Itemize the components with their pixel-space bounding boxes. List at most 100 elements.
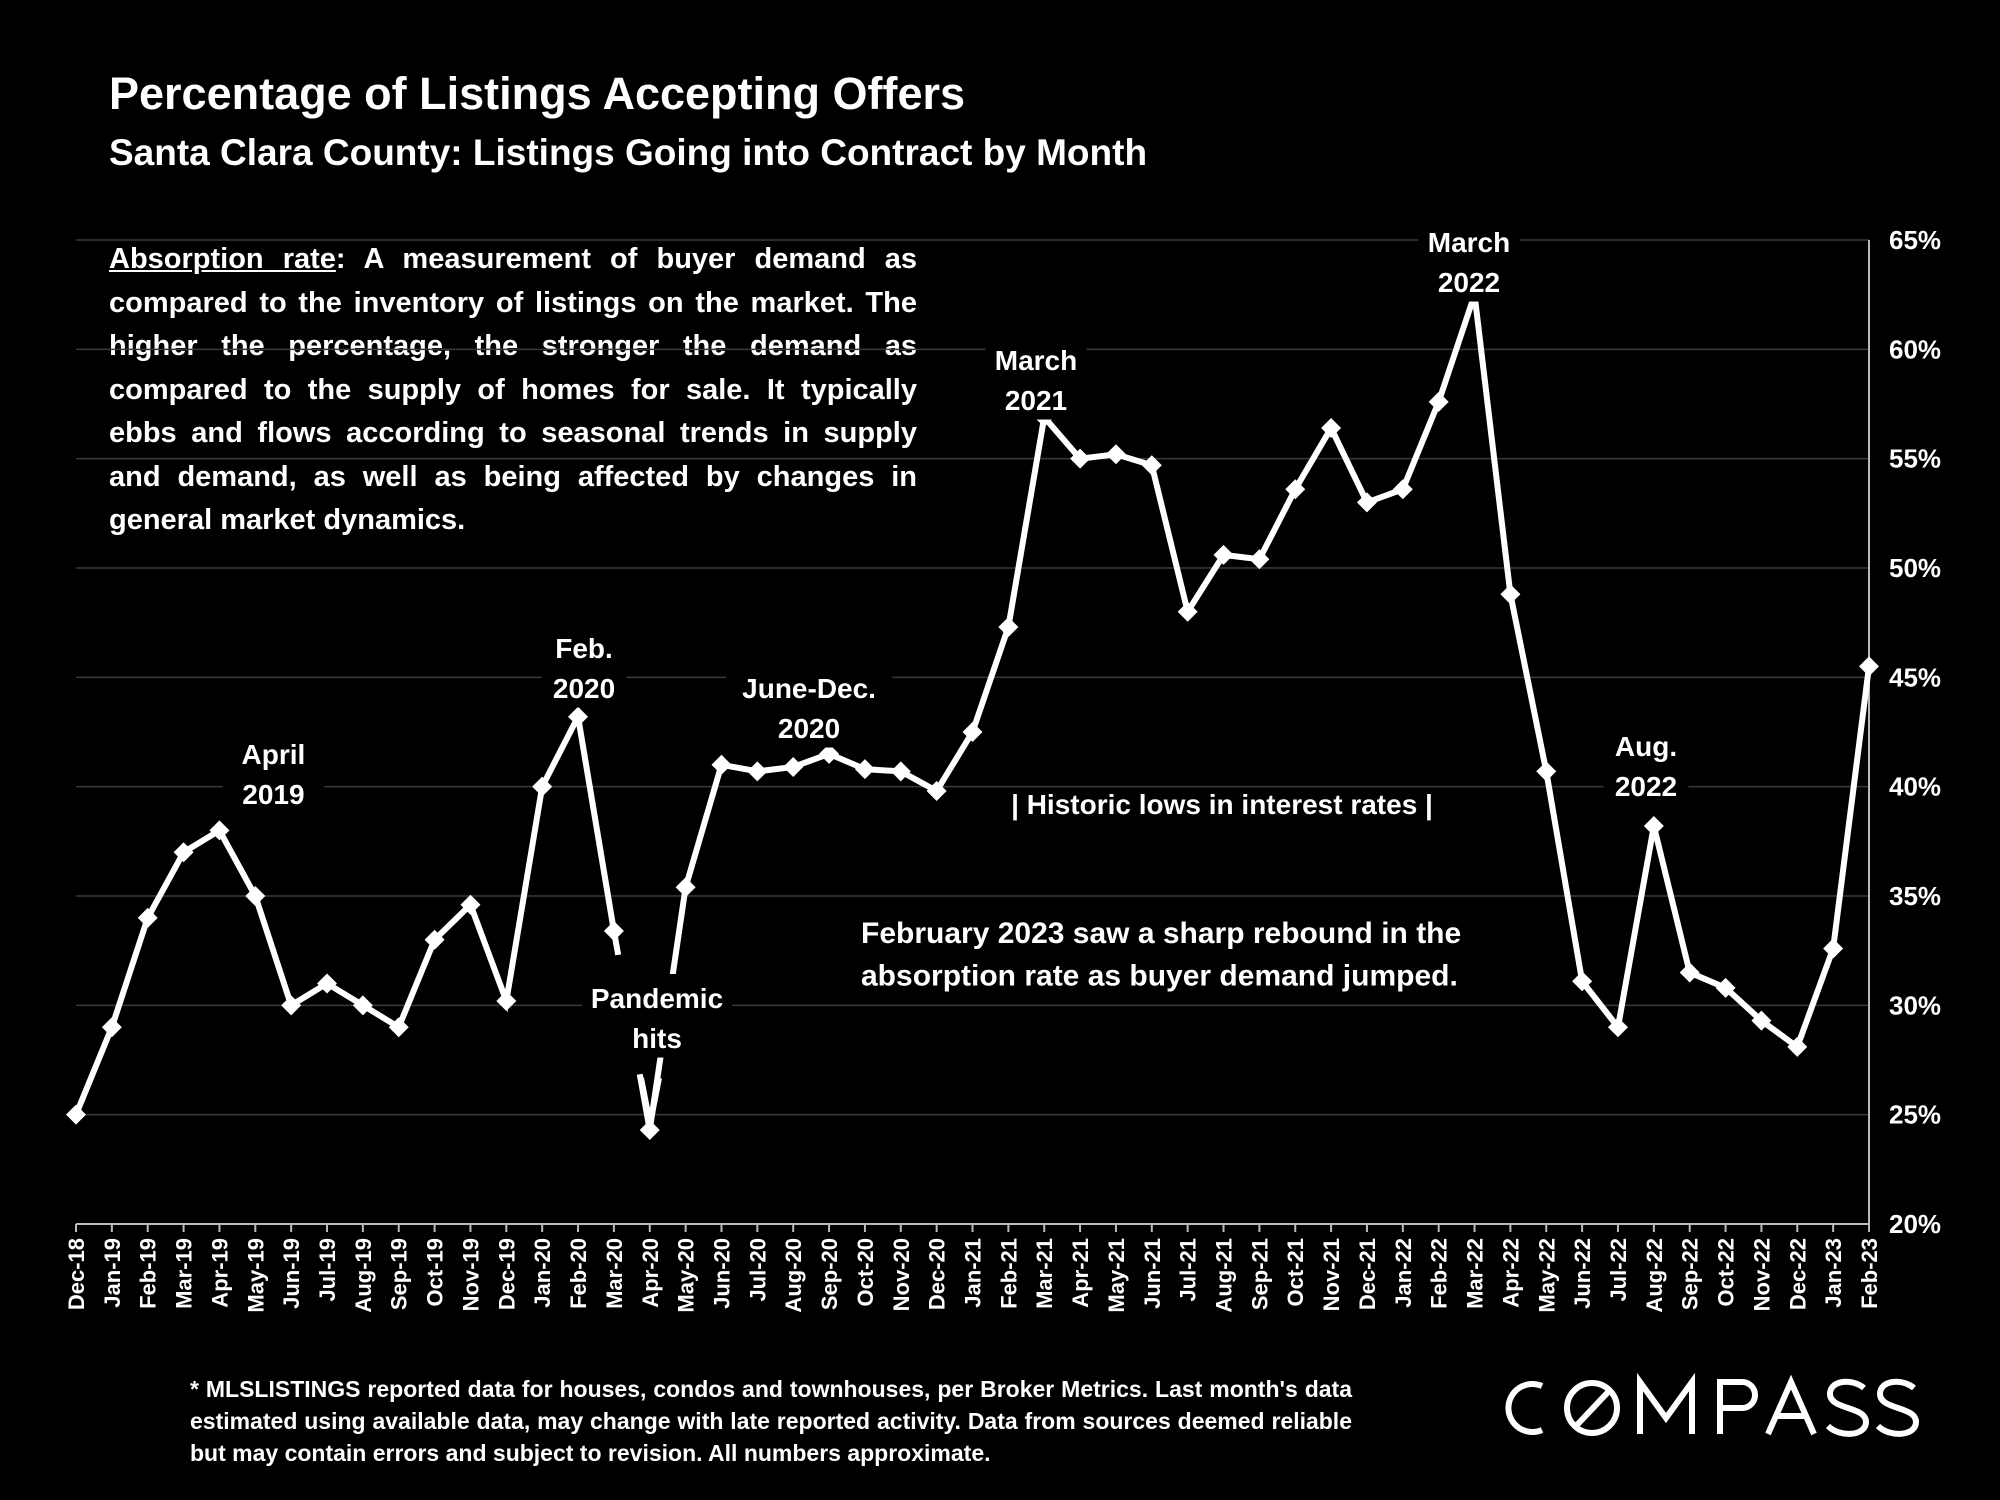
data-point (1141, 455, 1162, 476)
x-tick-label: Sep-19 (387, 1238, 412, 1310)
y-tick-label: 65% (1889, 225, 1941, 255)
data-point (1105, 444, 1126, 465)
x-tick-label: Sep-20 (817, 1238, 842, 1310)
x-tick-label: Jan-19 (100, 1238, 125, 1308)
x-tick-label: Jul-19 (315, 1238, 340, 1302)
annotation-bg (1603, 722, 1689, 806)
data-point (460, 894, 481, 915)
x-tick-label: Oct-22 (1714, 1238, 1739, 1306)
data-point (388, 1017, 409, 1038)
annotation-bg (541, 624, 627, 708)
data-point (424, 929, 445, 950)
x-tick-label: Sep-22 (1678, 1238, 1703, 1310)
x-tick-label: Feb-21 (996, 1238, 1021, 1309)
x-tick-label: Feb-19 (136, 1238, 161, 1309)
data-point (854, 759, 875, 780)
x-tick-label: Aug-19 (351, 1238, 376, 1313)
y-tick-label: 40% (1889, 772, 1941, 802)
x-tick-label: Aug-22 (1642, 1238, 1667, 1313)
annotation-label: April (242, 739, 306, 770)
data-point (245, 886, 266, 906)
data-point (962, 722, 983, 742)
x-tick-label: Nov-20 (889, 1238, 914, 1311)
x-tick-label: Mar-19 (172, 1238, 197, 1309)
x-tick-label: Nov-19 (458, 1238, 483, 1311)
y-tick-label: 50% (1889, 553, 1941, 583)
x-tick-label: Apr-22 (1498, 1238, 1523, 1308)
data-point (1751, 1010, 1772, 1031)
series-line (73, 707, 617, 1116)
x-tick-label: Jul-22 (1606, 1238, 1631, 1302)
x-tick-label: Dec-21 (1355, 1238, 1380, 1310)
x-tick-label: Dec-19 (494, 1238, 519, 1310)
chart-title: Percentage of Listings Accepting Offers (109, 68, 966, 119)
x-tick-label: Jun-19 (279, 1238, 304, 1309)
compass-logo (1505, 1372, 1920, 1437)
data-point (1679, 962, 1700, 983)
x-tick-label: Jan-22 (1391, 1238, 1416, 1308)
data-point (1787, 1036, 1808, 1057)
annotation-label: 2022 (1438, 267, 1500, 298)
annotation-label: March (995, 345, 1077, 376)
data-point (1536, 761, 1557, 782)
x-tick-label: Dec-20 (925, 1238, 950, 1310)
annotation-bg (582, 974, 732, 1058)
data-point (1500, 584, 1521, 605)
data-point (675, 877, 696, 898)
annotation-label: March (1428, 227, 1510, 258)
data-point (890, 761, 911, 782)
data-point (1070, 448, 1091, 469)
x-tick-label: Mar-20 (602, 1238, 627, 1309)
annotation-label: February 2023 saw a sharp rebound in the (861, 917, 1461, 950)
x-tick-label: Feb-23 (1857, 1238, 1882, 1309)
annotation-bg (1418, 218, 1520, 302)
data-point (1715, 977, 1736, 998)
x-tick-label: Apr-20 (638, 1238, 663, 1308)
data-point (747, 761, 768, 782)
chart-subtitle: Santa Clara County: Listings Going into … (109, 132, 1148, 173)
data-point (926, 781, 947, 802)
absorption-rate-text: : A measurement of buyer demand as compa… (109, 243, 917, 536)
data-point (532, 776, 553, 797)
x-tick-label: Oct-19 (423, 1238, 448, 1306)
data-point (1356, 492, 1377, 513)
annotation-label: 2021 (1005, 385, 1067, 416)
data-point (209, 820, 230, 841)
annotation-label: hits (632, 1023, 682, 1054)
x-tick-label: Aug-20 (781, 1238, 806, 1313)
data-point (1285, 479, 1306, 500)
data-point (819, 743, 840, 764)
data-point (998, 617, 1019, 638)
data-point (101, 1017, 122, 1038)
annotation-label: 2020 (553, 673, 615, 704)
data-point (783, 756, 804, 777)
annotation-bg (725, 664, 893, 748)
data-point (496, 990, 517, 1011)
x-tick-label: Oct-20 (853, 1238, 878, 1306)
x-tick-label: Feb-20 (566, 1238, 591, 1309)
x-tick-label: Jun-21 (1140, 1238, 1165, 1309)
absorption-rate-term: Absorption rate (109, 243, 336, 275)
annotation-label: | Historic lows in interest rates | (1011, 789, 1433, 820)
data-point (1859, 656, 1879, 677)
x-tick-label: Nov-22 (1749, 1238, 1774, 1311)
x-tick-label: Feb-22 (1427, 1238, 1452, 1309)
x-tick-label: Apr-21 (1068, 1238, 1093, 1308)
y-tick-label: 25% (1889, 1100, 1941, 1130)
x-tick-label: May-22 (1534, 1238, 1559, 1313)
x-tick-label: May-19 (243, 1238, 268, 1313)
data-point (1249, 549, 1270, 570)
x-tick-label: Jun-22 (1570, 1238, 1595, 1309)
x-tick-label: Dec-18 (64, 1238, 89, 1310)
x-tick-label: Jan-20 (530, 1238, 555, 1308)
y-tick-label: 45% (1889, 662, 1941, 692)
annotation-label: Feb. (555, 633, 613, 664)
annotation-label: Aug. (1615, 731, 1677, 762)
annotation-label: Pandemic (591, 983, 723, 1014)
x-tick-label: May-20 (674, 1238, 699, 1313)
x-tick-label: Sep-21 (1247, 1238, 1272, 1310)
annotation-label: June-Dec. (742, 673, 876, 704)
data-point (1213, 544, 1234, 565)
x-tick-label: Apr-19 (207, 1238, 232, 1308)
